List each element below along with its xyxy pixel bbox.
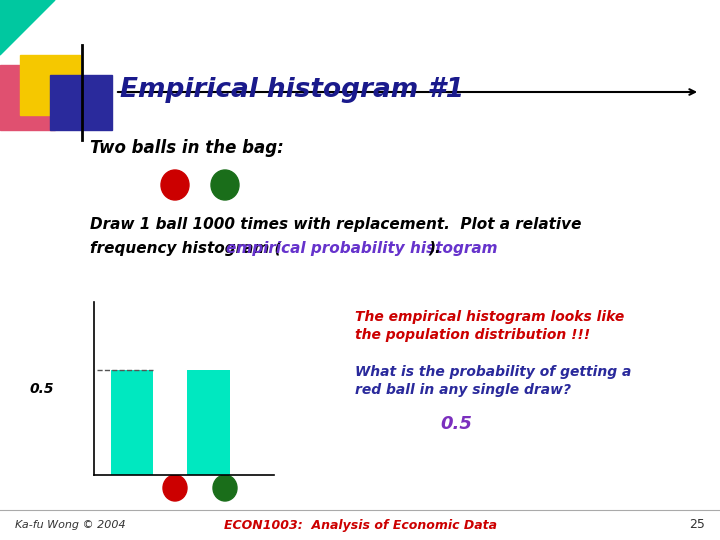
Text: Empirical histogram #1: Empirical histogram #1 (120, 77, 464, 103)
Text: ).: ). (428, 240, 441, 255)
Text: 0.5: 0.5 (440, 415, 472, 433)
Ellipse shape (211, 170, 239, 200)
Text: red ball in any single draw?: red ball in any single draw? (355, 383, 571, 397)
Polygon shape (0, 0, 55, 55)
Text: empirical probability histogram: empirical probability histogram (227, 240, 498, 255)
Text: the population distribution !!!: the population distribution !!! (355, 328, 590, 342)
Bar (111, 370, 153, 475)
Text: Two balls in the bag:: Two balls in the bag: (90, 139, 284, 157)
Bar (187, 370, 230, 475)
Bar (50, 75, 112, 130)
Text: Ka-fu Wong © 2004: Ka-fu Wong © 2004 (15, 520, 125, 530)
Ellipse shape (161, 170, 189, 200)
Text: The empirical histogram looks like: The empirical histogram looks like (355, 310, 624, 324)
Text: frequency histogram (: frequency histogram ( (90, 240, 282, 255)
Ellipse shape (213, 475, 237, 501)
Text: ECON1003:  Analysis of Economic Data: ECON1003: Analysis of Economic Data (223, 518, 497, 531)
Bar (20, 55, 80, 115)
Text: What is the probability of getting a: What is the probability of getting a (355, 365, 631, 379)
Text: 25: 25 (689, 518, 705, 531)
Text: Draw 1 ball 1000 times with replacement.  Plot a relative: Draw 1 ball 1000 times with replacement.… (90, 218, 582, 233)
Ellipse shape (163, 475, 187, 501)
Text: 0.5: 0.5 (30, 382, 54, 396)
Bar (0, 65, 55, 130)
